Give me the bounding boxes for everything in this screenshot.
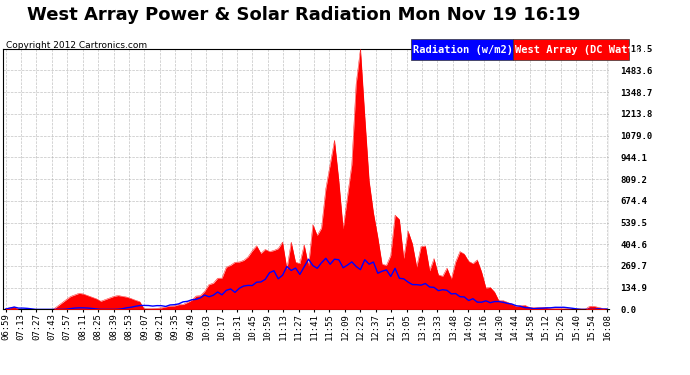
Text: West Array (DC Watts): West Array (DC Watts): [515, 45, 647, 55]
Text: Copyright 2012 Cartronics.com: Copyright 2012 Cartronics.com: [6, 40, 147, 50]
Text: Radiation (w/m2): Radiation (w/m2): [413, 45, 513, 55]
Text: West Array Power & Solar Radiation Mon Nov 19 16:19: West Array Power & Solar Radiation Mon N…: [27, 6, 580, 24]
